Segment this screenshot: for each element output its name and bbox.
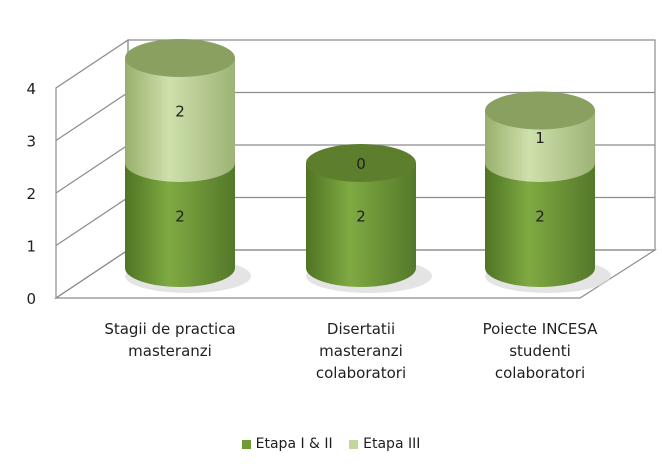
legend-swatch-etapa-1-2: [241, 439, 251, 449]
legend-swatch-etapa-3: [349, 439, 359, 449]
bar-segment-top: [306, 144, 416, 182]
legend-label-etapa-3: Etapa III: [363, 436, 421, 452]
bars: 2 2 2 0 2 1: [125, 39, 611, 293]
bar-segment-top: [125, 39, 235, 77]
y-tick-label: 4: [26, 80, 36, 98]
category-label-line: masteranzi: [319, 342, 403, 360]
legend: Etapa I & II Etapa III: [0, 436, 662, 452]
y-axis-ticks: 0 1 2 3 4: [26, 80, 36, 308]
y-tick-label: 2: [26, 185, 36, 203]
bar-segment: [125, 58, 235, 182]
category-label-line: Disertatii: [326, 320, 396, 338]
x-axis-category-label: Stagii de practica masteranzi: [85, 318, 255, 362]
bar-segment: [485, 110, 595, 182]
category-label-line: Stagii de practica: [104, 320, 236, 338]
bar-segment: [125, 163, 235, 287]
y-tick-label: 1: [26, 238, 36, 256]
category-label-line: masteranzi: [128, 342, 212, 360]
bar-segment-top: [485, 91, 595, 130]
category-label-line: colaboratori: [315, 364, 407, 382]
data-label: 2: [175, 208, 185, 226]
data-label: 2: [356, 208, 366, 226]
y-tick-label: 3: [26, 133, 36, 151]
legend-item-etapa-3: Etapa III: [349, 436, 420, 452]
x-axis-category-label: Disertatii masteranzi colaboratori: [276, 318, 446, 384]
category-label-line: colaboratori: [494, 364, 586, 382]
bar-segment: [485, 163, 595, 287]
bar-segment: [306, 163, 416, 287]
category-label-line: Poiecte INCESA: [482, 320, 598, 338]
x-axis-category-label: Poiecte INCESA studenti colaboratori: [455, 318, 625, 384]
category-label-line: studenti: [509, 342, 571, 360]
y-tick-label: 0: [26, 290, 36, 308]
data-label: 0: [356, 155, 366, 173]
data-label: 2: [535, 208, 545, 226]
data-label: 2: [175, 103, 185, 121]
legend-label-etapa-1-2: Etapa I & II: [255, 436, 333, 452]
data-label: 1: [535, 129, 545, 147]
legend-item-etapa-1-2: Etapa I & II: [241, 436, 333, 452]
